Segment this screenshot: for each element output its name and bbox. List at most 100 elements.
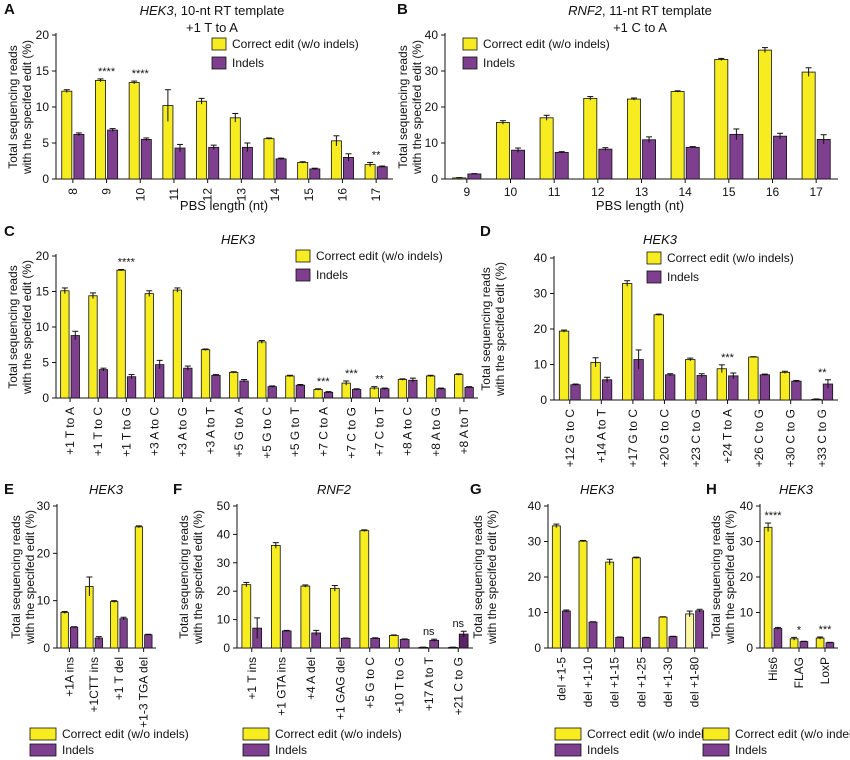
- y-tick-label: 20: [217, 584, 231, 598]
- bar-indels: [267, 386, 277, 399]
- legend-swatch-correct: [242, 727, 270, 741]
- x-tick-label: +1 T del: [112, 657, 126, 700]
- significance-label: ***: [721, 352, 735, 364]
- bar-indels: [729, 133, 744, 180]
- bar-correct-edit: [369, 387, 379, 399]
- bar-indels: [511, 149, 526, 180]
- x-tick-label: His6: [766, 657, 780, 681]
- bar-correct-edit: [116, 269, 126, 399]
- x-tick-label: 11: [167, 188, 181, 201]
- legend-swatch-correct: [702, 727, 730, 741]
- legend-label-correct: Correct edit (w/o indels): [735, 727, 850, 741]
- bar-indels: [467, 173, 482, 180]
- chart-title-gene: HEK3: [140, 3, 175, 18]
- y-axis-label-line: with the specifed edit (%): [723, 510, 737, 645]
- significance-label: ****: [118, 256, 136, 268]
- bar-indels: [464, 386, 474, 399]
- x-tick-label: del +1-15: [608, 657, 622, 708]
- y-axis-label-line: Total sequencing reads: [396, 45, 410, 168]
- significance-label: ****: [98, 66, 116, 78]
- bar-correct-edit: [229, 117, 241, 180]
- bar-indels: [696, 375, 707, 401]
- panel-letter: D: [480, 223, 491, 240]
- x-tick-label: +7 C to A: [316, 407, 330, 457]
- legend-label-correct: Correct edit (w/o indels): [316, 249, 443, 263]
- bar-correct-edit: [397, 379, 408, 399]
- y-tick-label: 20: [36, 249, 50, 263]
- chart-title: HEK3: [580, 482, 615, 497]
- x-tick-label: del +1-80: [688, 657, 702, 708]
- bar-indels: [429, 639, 440, 649]
- y-tick-label: 40: [534, 251, 548, 265]
- bar-indels: [773, 135, 788, 180]
- chart-title-gene: HEK3: [643, 232, 678, 247]
- panel-letter: E: [4, 481, 14, 498]
- chart-title-gene: RNF2: [317, 482, 352, 497]
- x-tick-label: +5 G to A: [232, 407, 246, 457]
- bar-correct-edit: [300, 585, 311, 649]
- y-tick-label: 30: [425, 64, 439, 78]
- chart-title-gene: HEK3: [779, 482, 814, 497]
- bar-correct-edit: [359, 530, 370, 649]
- bar-correct-edit: [653, 314, 664, 401]
- bar-correct-edit: [558, 330, 570, 401]
- x-tick-label: 17: [809, 185, 823, 199]
- y-tick-label: 0: [43, 641, 50, 655]
- bar-indels: [816, 138, 831, 180]
- bar-indels: [183, 367, 193, 399]
- bar-indels: [598, 148, 613, 180]
- bar-correct-edit: [605, 561, 615, 649]
- y-tick-label: 30: [534, 287, 548, 301]
- y-axis-label-line: Total sequencing reads: [479, 267, 493, 390]
- panel-letter: B: [397, 1, 408, 18]
- y-tick-label: 20: [37, 546, 51, 560]
- significance-label: ns: [452, 618, 464, 630]
- legend-label-indels: Indels: [275, 743, 307, 757]
- x-tick-label: 15: [722, 185, 736, 199]
- bar-indels: [376, 166, 388, 180]
- bar-correct-edit: [815, 637, 825, 649]
- y-tick-label: 30: [37, 499, 51, 513]
- chart-title: HEK3, 10-nt RT template: [140, 3, 285, 18]
- legend-label-correct: Correct edit (w/o indels): [483, 37, 610, 51]
- y-axis-label: Total sequencing readswith the specifed …: [177, 510, 205, 645]
- legend-label-correct: Correct edit (w/o indels): [587, 727, 714, 741]
- bar-indels: [641, 637, 651, 649]
- bar-indels: [107, 129, 119, 180]
- x-tick-label: 16: [766, 185, 780, 199]
- legend-swatch-indels: [646, 270, 662, 284]
- y-tick-label: 0: [431, 172, 438, 186]
- legend-label-correct: Correct edit (w/o indels): [62, 727, 189, 741]
- bar-indels: [351, 389, 362, 399]
- x-tick-label: +12 G to C: [563, 409, 577, 468]
- panel-h: H HEK3 Total sequencing readswith the spec…: [706, 481, 838, 688]
- bar-correct-edit: [714, 59, 729, 180]
- bar-correct-edit: [495, 122, 510, 180]
- bar-correct-edit: [134, 526, 144, 649]
- bar-indels: [588, 621, 598, 649]
- y-axis-label-line: Total sequencing reads: [6, 265, 20, 388]
- x-tick-label: +23 C to G: [689, 409, 703, 467]
- bar-indels: [665, 374, 676, 401]
- bar-correct-edit: [330, 140, 342, 180]
- x-tick-label: +1-3 TGA del: [137, 657, 151, 728]
- legend-label-indels: Indels: [316, 268, 348, 282]
- chart-title: RNF2: [317, 482, 352, 497]
- bar-indels: [275, 158, 287, 180]
- chart-title-suffix: , 10-nt RT template: [174, 3, 285, 18]
- x-tick-label: 10: [504, 185, 518, 199]
- x-tick-label: 16: [335, 188, 349, 202]
- x-tick-label: 13: [234, 188, 248, 202]
- bar-correct-edit: [128, 82, 140, 180]
- bar-indels: [70, 335, 80, 399]
- bar-correct-edit: [425, 375, 436, 399]
- x-tick-label: +24 T to A: [721, 409, 735, 464]
- x-tick-label: +5 G to C: [363, 657, 377, 709]
- legend-swatch-correct: [29, 727, 57, 741]
- panel-g: G HEK3 Total sequencing readswith the spec…: [470, 481, 708, 707]
- bar-correct-edit: [263, 138, 275, 180]
- y-axis-label: Total sequencing readswith the specifed …: [6, 40, 34, 175]
- bar-correct-edit: [144, 293, 154, 399]
- chart-title: HEK3: [779, 482, 814, 497]
- y-tick-label: 40: [528, 499, 542, 513]
